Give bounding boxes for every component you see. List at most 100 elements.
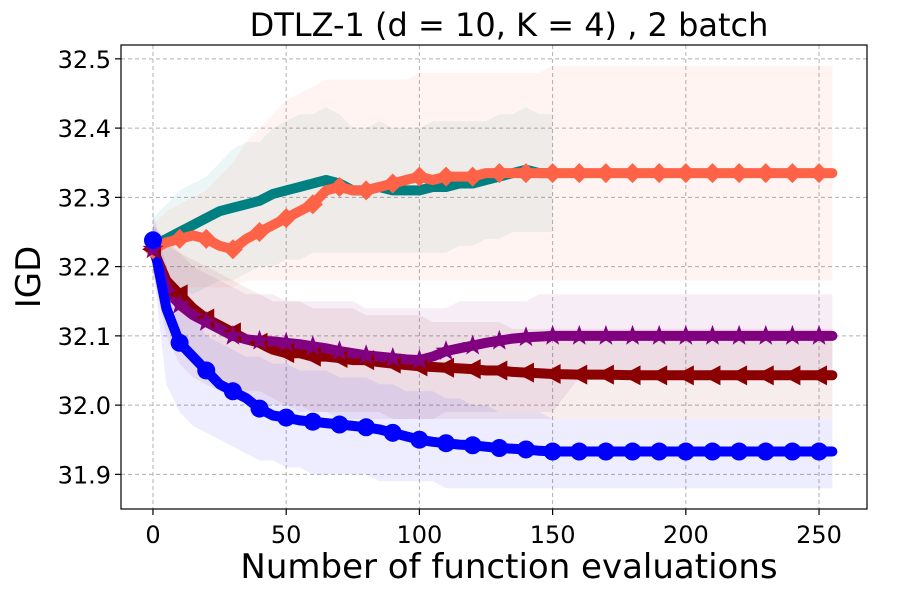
- x-tick-label: 100: [396, 521, 442, 549]
- point-coral: [302, 194, 323, 215]
- point-coral: [276, 208, 297, 229]
- point-darkred: [168, 284, 188, 305]
- chart-title: DTLZ-1 (d = 10, K = 4) , 2 batch: [250, 6, 769, 44]
- point-blue: [437, 434, 456, 453]
- point-darkred: [701, 365, 721, 386]
- point-blue: [250, 399, 269, 418]
- point-blue: [223, 382, 242, 401]
- point-purple: [275, 331, 297, 352]
- point-coral: [462, 166, 483, 187]
- point-purple: [808, 324, 830, 345]
- point-coral: [222, 239, 243, 260]
- point-purple: [195, 311, 217, 331]
- point-coral: [782, 163, 803, 184]
- point-purple: [169, 293, 191, 314]
- point-purple: [382, 347, 404, 367]
- x-axis-title: Number of function evaluations: [240, 547, 777, 587]
- point-coral: [356, 180, 377, 201]
- point-purple: [249, 329, 270, 350]
- point-blue: [463, 436, 482, 455]
- plot-frame: [120, 44, 868, 510]
- point-purple: [302, 335, 324, 356]
- point-coral: [515, 163, 536, 184]
- point-blue: [676, 442, 695, 461]
- point-darkred: [621, 365, 641, 386]
- point-coral: [649, 163, 670, 184]
- point-coral: [436, 166, 457, 187]
- point-darkred: [728, 365, 748, 386]
- point-blue: [783, 442, 802, 461]
- axis-ticks: 0 50 100 150 200 250 31.9 32.0 32.1 32.2 32.3 32.4 3…: [58, 46, 842, 549]
- x-tick-label: 50: [271, 521, 302, 549]
- point-purple: [622, 324, 643, 345]
- point-blue: [623, 442, 642, 461]
- point-darkred: [435, 357, 455, 378]
- point-purple: [728, 324, 750, 345]
- point-blue: [596, 442, 615, 461]
- point-coral: [702, 163, 723, 184]
- point-coral: [329, 176, 350, 197]
- point-purple: [568, 324, 590, 345]
- point-darkred: [568, 364, 588, 385]
- point-coral: [595, 163, 616, 184]
- series-markers: [141, 163, 830, 461]
- point-coral: [169, 228, 190, 249]
- point-coral: [809, 163, 830, 184]
- grid: [121, 45, 867, 509]
- point-purple: [408, 349, 430, 369]
- confidence-bands: [153, 65, 833, 489]
- point-purple: [648, 324, 670, 345]
- point-blue: [570, 442, 589, 461]
- point-purple: [515, 326, 537, 347]
- point-purple: [755, 324, 777, 345]
- y-tick-label: 32.5: [58, 46, 111, 74]
- y-axis-title: IGD: [9, 246, 49, 309]
- point-darkred: [541, 363, 561, 384]
- y-tick-label: 32.0: [58, 392, 111, 420]
- point-purple: [329, 340, 350, 360]
- point-purple: [675, 324, 697, 345]
- x-tick-label: 150: [530, 521, 576, 549]
- point-blue: [650, 442, 669, 461]
- point-coral: [409, 166, 430, 187]
- point-blue: [730, 442, 749, 461]
- point-blue: [277, 408, 296, 427]
- point-blue: [410, 430, 429, 449]
- point-darkred: [648, 365, 668, 386]
- point-coral: [382, 173, 403, 194]
- point-blue: [703, 442, 722, 461]
- point-darkred: [674, 365, 694, 386]
- point-darkred: [781, 365, 801, 386]
- point-darkred: [594, 364, 614, 385]
- point-darkred: [488, 360, 508, 381]
- point-purple: [435, 340, 457, 360]
- point-blue: [490, 439, 509, 458]
- point-blue: [330, 415, 349, 434]
- point-coral: [729, 163, 750, 184]
- y-tick-label: 31.9: [58, 461, 111, 489]
- y-tick-label: 32.3: [58, 184, 111, 212]
- point-purple: [702, 324, 723, 345]
- point-purple: [222, 324, 244, 345]
- point-blue: [383, 423, 402, 442]
- point-coral: [542, 163, 563, 184]
- point-coral: [675, 163, 696, 184]
- point-blue: [303, 412, 322, 431]
- point-purple: [781, 324, 803, 345]
- point-blue: [543, 442, 562, 461]
- point-blue: [516, 440, 535, 459]
- point-blue: [170, 333, 189, 352]
- point-coral: [755, 163, 776, 184]
- point-blue: [357, 418, 376, 437]
- y-tick-label: 32.1: [58, 323, 111, 351]
- point-blue: [143, 231, 162, 250]
- point-blue: [756, 442, 775, 461]
- point-purple: [542, 324, 564, 345]
- x-tick-label: 250: [796, 521, 842, 549]
- point-purple: [595, 324, 617, 345]
- x-tick-label: 0: [145, 521, 160, 549]
- point-coral: [489, 163, 510, 184]
- point-purple: [488, 329, 510, 350]
- point-purple: [462, 334, 484, 355]
